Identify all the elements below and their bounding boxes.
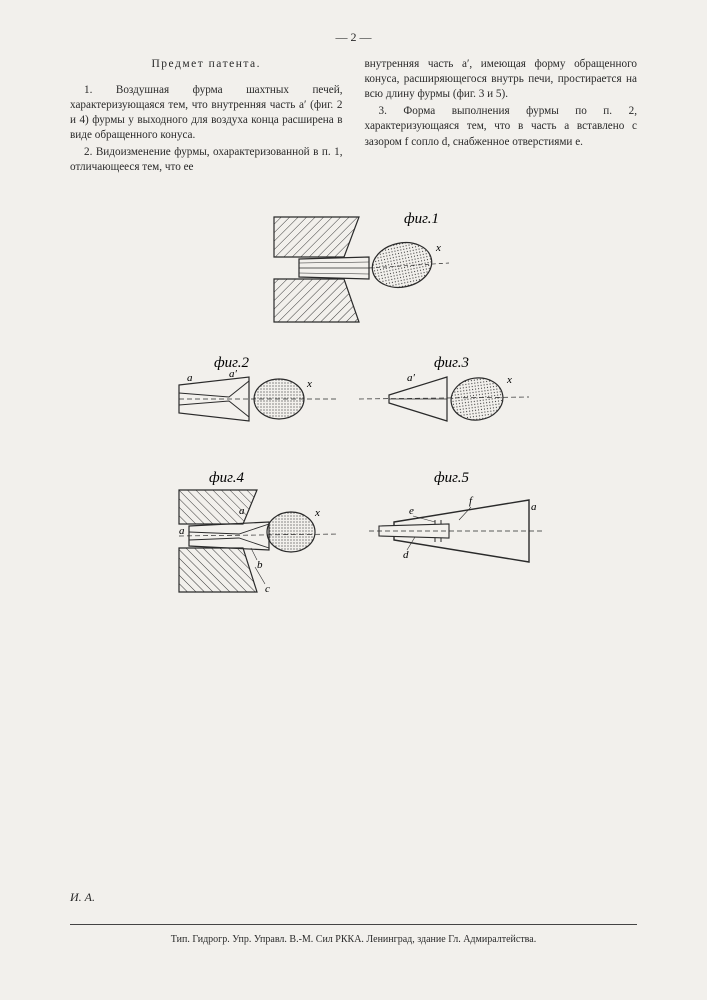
fig-5-e: e [409, 505, 414, 517]
claim-1: 1. Воздушная фурма шахтных печей, характ… [70, 83, 343, 143]
fig-2-aprime: a′ [229, 368, 238, 380]
fig-4-b: b [257, 559, 263, 571]
footer-rule [70, 924, 637, 925]
fig-5-d: d [403, 549, 409, 561]
text-columns: Предмет патента. 1. Воздушная фурма шахт… [70, 57, 637, 177]
fig-1: фиг.1 x [274, 211, 449, 322]
fig-5-label: фиг.5 [434, 470, 470, 486]
fig-2: фиг.2 a a′ x [179, 355, 339, 421]
fig-4-a: a [179, 525, 185, 537]
claim-2-start: 2. Видоизменение фурмы, охарактеризованн… [70, 145, 343, 175]
fig-4-c: c [265, 583, 270, 595]
fig-5: фиг.5 f a e d [369, 470, 544, 562]
figures-block: фиг.1 x фиг.2 [70, 207, 637, 637]
fig-3-label: фиг.3 [434, 355, 469, 371]
claim-3: 3. Форма выполнения фурмы по п. 2, харак… [365, 104, 638, 149]
fig-4-label: фиг.4 [209, 470, 245, 486]
left-column: Предмет патента. 1. Воздушная фурма шахт… [70, 57, 343, 177]
fig-3: фиг.3 a′ x [359, 355, 529, 423]
fig-3-aprime: a′ [407, 372, 416, 384]
fig-5-f: f [469, 495, 474, 507]
right-column: внутренняя часть a′, имеющая форму обращ… [365, 57, 638, 177]
fig-2-x: x [306, 378, 312, 390]
fig-4-a-top: a [239, 505, 245, 517]
fig-1-x: x [435, 242, 441, 254]
claim-2-cont: внутренняя часть a′, имеющая форму обращ… [365, 57, 638, 102]
page-number: — 2 — [70, 30, 637, 45]
page: — 2 — Предмет патента. 1. Воздушная фурм… [0, 0, 707, 1000]
patent-subject-heading: Предмет патента. [70, 57, 343, 73]
fig-4: фиг.4 a a x b c [179, 470, 339, 595]
figures-svg: фиг.1 x фиг.2 [144, 207, 564, 637]
fig-2-a: a [187, 372, 193, 384]
fig-3-x: x [506, 374, 512, 386]
fig-5-a: a [531, 501, 537, 513]
fig-1-label: фиг.1 [404, 211, 439, 227]
footer-imprint: Тип. Гидрогр. Упр. Управл. В.-М. Сил РКК… [70, 934, 637, 945]
initials: И. А. [70, 890, 95, 905]
fig-4-x: x [314, 507, 320, 519]
